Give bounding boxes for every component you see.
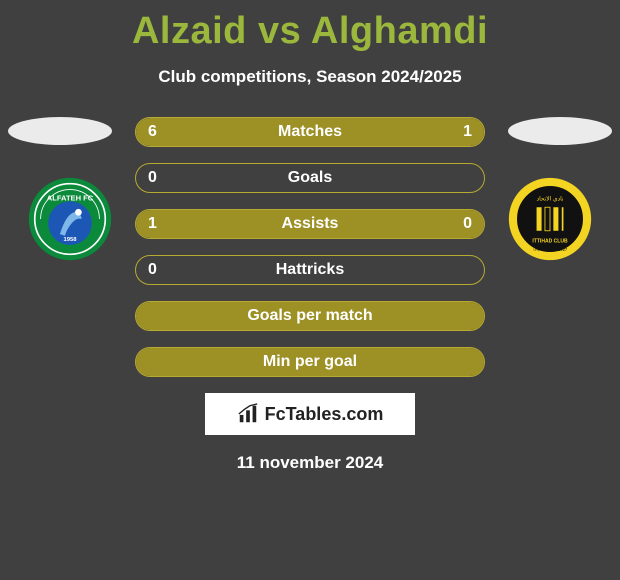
- season-subtitle: Club competitions, Season 2024/2025: [0, 67, 620, 87]
- player-right-name: Alghamdi: [311, 10, 488, 52]
- stat-row: 0 Goals: [135, 163, 485, 193]
- player-left-oval: [8, 117, 112, 145]
- club-logo-left: ALFATEH FC 1958: [28, 177, 112, 261]
- alfateh-logo-icon: ALFATEH FC 1958: [28, 177, 112, 261]
- fctables-text: FcTables.com: [265, 404, 384, 425]
- stat-row: Min per goal: [135, 347, 485, 377]
- stat-value-left: 6: [148, 123, 157, 141]
- title-separator: vs: [258, 10, 301, 52]
- club-logo-right: نادي الاتحاد ITTIHAD CLUB ١٣٤٦ 1927: [508, 177, 592, 261]
- stat-label: Hattricks: [276, 261, 344, 279]
- stats-content: ALFATEH FC 1958 نادي الاتحاد ITTIHAD CLU…: [0, 117, 620, 473]
- stat-row: Goals per match: [135, 301, 485, 331]
- ittihad-logo-icon: نادي الاتحاد ITTIHAD CLUB ١٣٤٦ 1927: [508, 177, 592, 261]
- svg-text:1927: 1927: [558, 247, 568, 252]
- svg-text:ALFATEH FC: ALFATEH FC: [47, 194, 94, 203]
- svg-text:نادي الاتحاد: نادي الاتحاد: [536, 196, 563, 203]
- player-left-name: Alzaid: [132, 10, 247, 52]
- stat-label: Matches: [278, 123, 342, 141]
- svg-text:1958: 1958: [63, 237, 77, 243]
- svg-text:ITTIHAD CLUB: ITTIHAD CLUB: [532, 239, 568, 245]
- stat-fill-left: [136, 118, 404, 146]
- comparison-title: Alzaid vs Alghamdi: [0, 0, 620, 53]
- stat-label: Goals per match: [247, 307, 372, 325]
- stat-row: 1 Assists 0: [135, 209, 485, 239]
- stat-value-left: 0: [148, 261, 157, 279]
- stat-value-right: 0: [463, 215, 472, 233]
- stat-value-left: 0: [148, 169, 157, 187]
- stat-value-left: 1: [148, 215, 157, 233]
- svg-text:١٣٤٦: ١٣٤٦: [533, 247, 542, 252]
- date-line: 11 november 2024: [0, 453, 620, 473]
- stat-label: Assists: [282, 215, 339, 233]
- fctables-badge: FcTables.com: [205, 393, 415, 435]
- stat-value-right: 1: [463, 123, 472, 141]
- stat-label: Min per goal: [263, 353, 357, 371]
- player-right-oval: [508, 117, 612, 145]
- stat-row: 0 Hattricks: [135, 255, 485, 285]
- stat-row: 6 Matches 1: [135, 117, 485, 147]
- stat-label: Goals: [288, 169, 332, 187]
- fctables-chart-icon: [237, 403, 259, 425]
- stats-bars: 6 Matches 1 0 Goals 1 Assists 0 0 Hattricks Goals …: [135, 117, 485, 377]
